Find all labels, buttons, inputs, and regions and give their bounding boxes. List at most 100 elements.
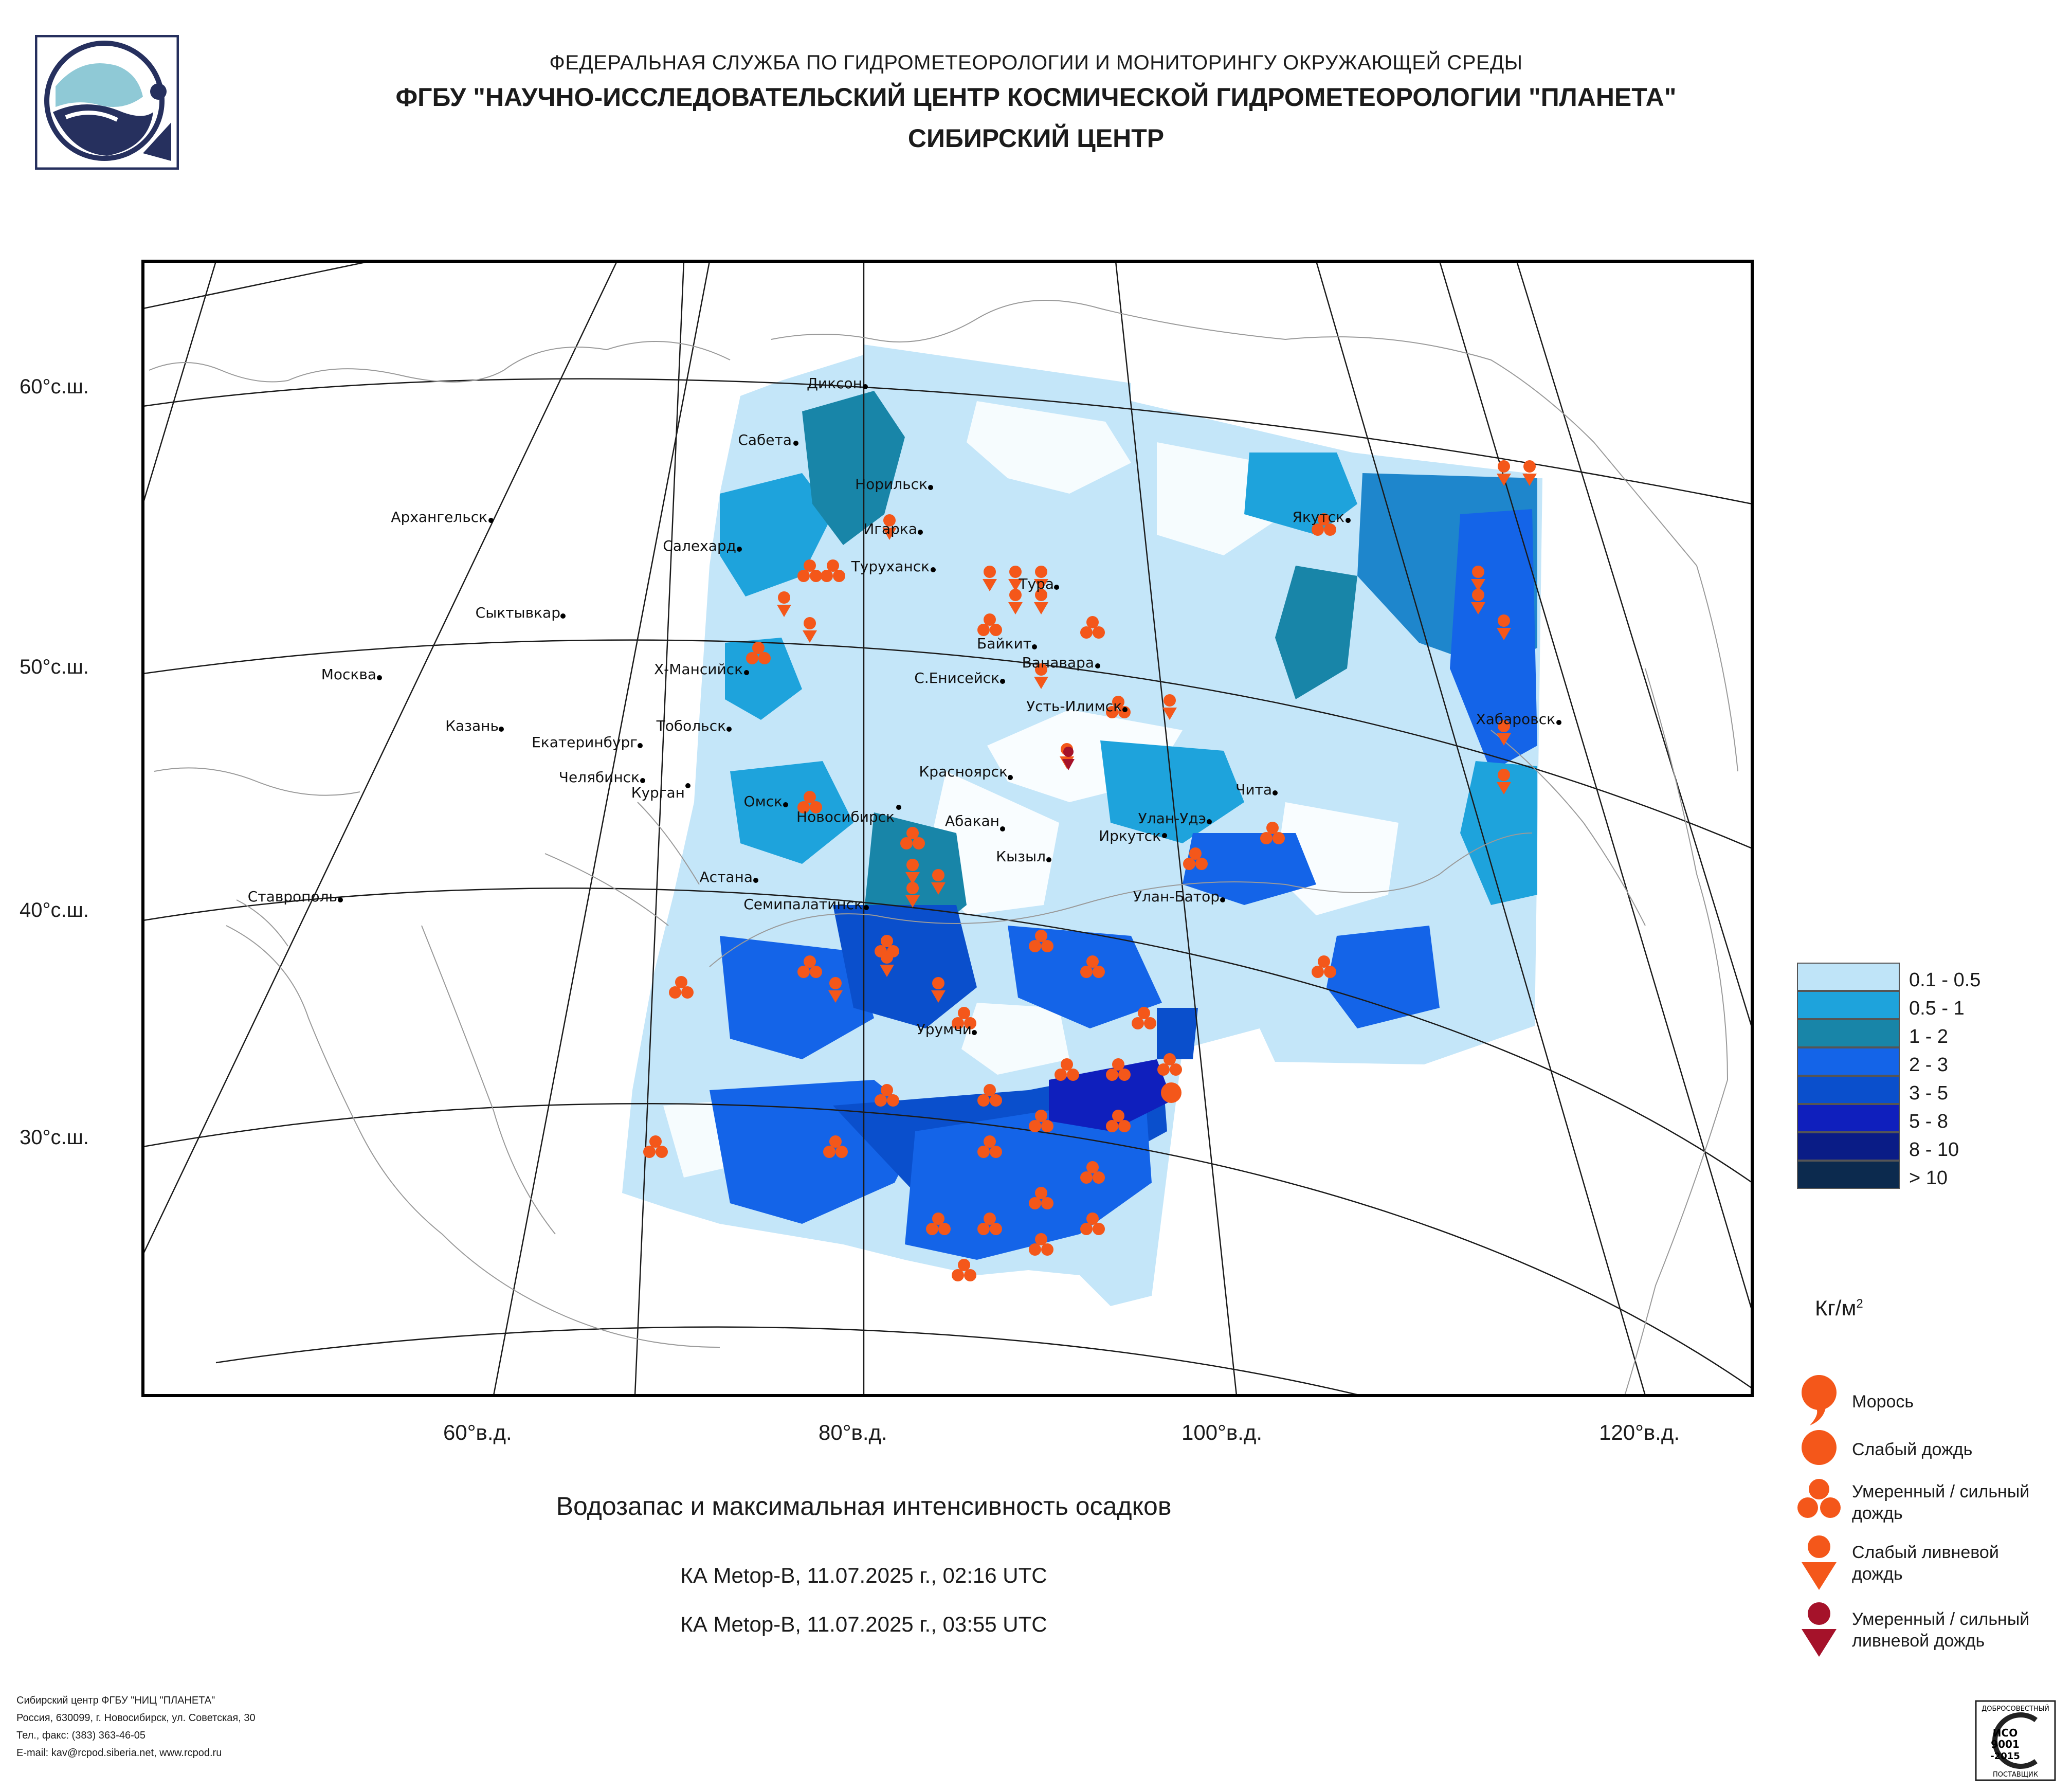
graticule <box>143 261 1752 1396</box>
svg-text:Челябинск: Челябинск <box>559 769 640 786</box>
svg-text:Якутск: Якутск <box>1292 509 1344 526</box>
map-title: Водозапас и максимальная интенсивность о… <box>556 1492 1172 1521</box>
city-ulan-bator: Улан-Батор <box>1133 888 1225 905</box>
city-chelyabinsk: Челябинск <box>559 769 645 786</box>
light-rain-icon <box>1802 1430 1837 1465</box>
symbol-label-light-shower: Слабый ливневой дождь <box>1852 1543 1999 1584</box>
city-yekaterinburg: Екатеринбург <box>532 734 643 751</box>
symbol-label-drizzle: Морось <box>1852 1392 1914 1412</box>
svg-text:Красноярск: Красноярск <box>919 763 1008 780</box>
legend-swatch-0 <box>1797 963 1900 991</box>
svg-text:Салехард: Салехард <box>663 537 736 554</box>
footer-contacts: Сибирский центр ФГБУ "НИЦ "ПЛАНЕТА" Росс… <box>16 1692 256 1762</box>
iso-9001-badge: ДОБРОСОВЕСТНЫЙ ИСО 9001 -2015 ПОСТАВЩИК <box>1975 1700 2056 1781</box>
legend-swatch-2 <box>1797 1019 1900 1047</box>
city-tobolsk: Тобольск <box>656 717 732 734</box>
legend-label-6: 8 - 10 <box>1909 1139 1959 1161</box>
symbol-label-light-rain: Слабый дождь <box>1852 1440 1973 1459</box>
lat-label-30: 30°с.ш. <box>20 1126 89 1149</box>
lon-label-120: 120°в.д. <box>1599 1420 1680 1444</box>
lat-label-50: 50°с.ш. <box>20 656 89 678</box>
city-norilsk: Норильск <box>855 476 933 493</box>
city-khanty-mansiysk: Х-Мансийск <box>654 661 749 678</box>
legend-label-7: > 10 <box>1909 1167 1948 1189</box>
moderate-rain-icon <box>1797 1479 1841 1518</box>
footer-line-1: Россия, 630099, г. Новосибирск, ул. Сове… <box>16 1712 256 1724</box>
city-urumqi: Урумчи <box>917 1021 977 1038</box>
city-baikit: Байкит <box>977 635 1037 652</box>
map-frame <box>141 260 1754 1397</box>
svg-text:Москва: Москва <box>321 666 376 683</box>
iso-bottom-text: ПОСТАВЩИК <box>1993 1771 2038 1779</box>
iso-name: ИСО <box>1993 1727 2018 1739</box>
iso-year: -2015 <box>1990 1751 2020 1762</box>
svg-text:Байкит: Байкит <box>977 635 1031 652</box>
legend-swatch-5 <box>1797 1104 1900 1132</box>
svg-text:Туруханск: Туруханск <box>851 558 930 575</box>
svg-text:Курган: Курган <box>631 784 685 801</box>
legend-label-2: 1 - 2 <box>1909 1026 1949 1047</box>
city-arkhangelsk: Архангельск <box>391 509 494 526</box>
svg-text:Усть-Илимск: Усть-Илимск <box>1026 698 1122 715</box>
city-ust-ilimsk: Усть-Илимск <box>1026 698 1128 715</box>
city-markers: Диксон Сабета Норильск Архангельск Игарк… <box>248 375 1561 1038</box>
city-khabarovsk: Хабаровск <box>1476 711 1561 728</box>
legend-swatch-1 <box>1797 991 1900 1019</box>
symbol-label-moderate-rain: Умеренный / сильный дождь <box>1852 1482 2030 1523</box>
city-semipalatinsk: Семипалатинск <box>743 896 869 913</box>
svg-text:С.Енисейск: С.Енисейск <box>914 670 999 686</box>
svg-text:Урумчи: Урумчи <box>917 1021 972 1038</box>
city-salekhard: Салехард <box>663 537 742 554</box>
legend-label-3: 2 - 3 <box>1909 1054 1949 1076</box>
legend-label-5: 5 - 8 <box>1909 1111 1949 1132</box>
legend-swatch-6 <box>1797 1132 1900 1161</box>
subcenter-title: СИБИРСКИЙ ЦЕНТР <box>907 124 1165 153</box>
iso-top-text: ДОБРОСОВЕСТНЫЙ <box>1982 1705 2049 1713</box>
svg-text:Игарка: Игарка <box>863 520 917 537</box>
svg-text:Ванавара: Ванавара <box>1022 654 1094 671</box>
city-astana: Астана <box>700 869 758 885</box>
svg-text:Ставрополь: Ставрополь <box>248 888 337 905</box>
footer-line-2: Тел., факс: (383) 363-46-05 <box>16 1730 146 1741</box>
city-ulan-ude: Улан-Удэ <box>1138 810 1212 827</box>
svg-text:Чита: Чита <box>1235 781 1272 798</box>
lon-label-80: 80°в.д. <box>819 1420 887 1444</box>
drizzle-icon <box>1802 1375 1837 1425</box>
planeta-logo <box>35 35 179 170</box>
lon-label-60: 60°в.д. <box>443 1420 512 1444</box>
agency-title: ФЕДЕРАЛЬНАЯ СЛУЖБА ПО ГИДРОМЕТЕОРОЛОГИИ … <box>549 51 1523 74</box>
city-syktyvkar: Сыктывкар <box>476 604 566 621</box>
city-tura: Тура <box>1018 575 1059 592</box>
svg-text:Норильск: Норильск <box>855 476 928 493</box>
city-abakan: Абакан <box>945 812 1005 831</box>
svg-text:Омск: Омск <box>744 793 783 810</box>
svg-text:Иркутск: Иркутск <box>1099 827 1161 844</box>
city-chita: Чита <box>1235 781 1278 798</box>
city-kyzyl: Кызыл <box>996 848 1051 865</box>
svg-text:Хабаровск: Хабаровск <box>1476 711 1555 728</box>
svg-text:Астана: Астана <box>700 869 753 885</box>
legend-swatch-7 <box>1797 1161 1900 1189</box>
city-sabeta: Сабета <box>738 431 798 448</box>
lat-label-40: 40°с.ш. <box>20 899 89 921</box>
footer-line-0: Сибирский центр ФГБУ "НИЦ "ПЛАНЕТА" <box>16 1695 215 1706</box>
symbol-label-heavy-shower: Умеренный / сильный ливневой дождь <box>1852 1609 2030 1651</box>
pass-1: КА Metop-B, 11.07.2025 г., 02:16 UTC <box>680 1563 1047 1587</box>
heavy-shower-icon <box>1802 1602 1837 1657</box>
iso-number: 9001 <box>1991 1738 2020 1750</box>
svg-text:Х-Мансийск: Х-Мансийск <box>654 661 743 678</box>
city-s-eniseysk: С.Енисейск <box>914 670 1005 686</box>
precip-symbols <box>643 460 1537 1281</box>
svg-text:Тобольск: Тобольск <box>656 717 726 734</box>
city-krasnoyarsk: Красноярск <box>919 763 1013 780</box>
svg-text:Новосибирск: Новосибирск <box>796 808 895 825</box>
pass-2: КА Metop-B, 11.07.2025 г., 03:55 UTC <box>680 1612 1047 1636</box>
city-kurgan: Курган <box>631 783 690 801</box>
city-novosibirsk: Новосибирск <box>796 805 901 825</box>
legend-label-4: 3 - 5 <box>1909 1082 1949 1104</box>
svg-text:Улан-Удэ: Улан-Удэ <box>1138 810 1206 827</box>
svg-text:Семипалатинск: Семипалатинск <box>743 896 863 913</box>
city-turukhansk: Туруханск <box>851 558 936 575</box>
svg-text:Тура: Тура <box>1018 575 1054 592</box>
